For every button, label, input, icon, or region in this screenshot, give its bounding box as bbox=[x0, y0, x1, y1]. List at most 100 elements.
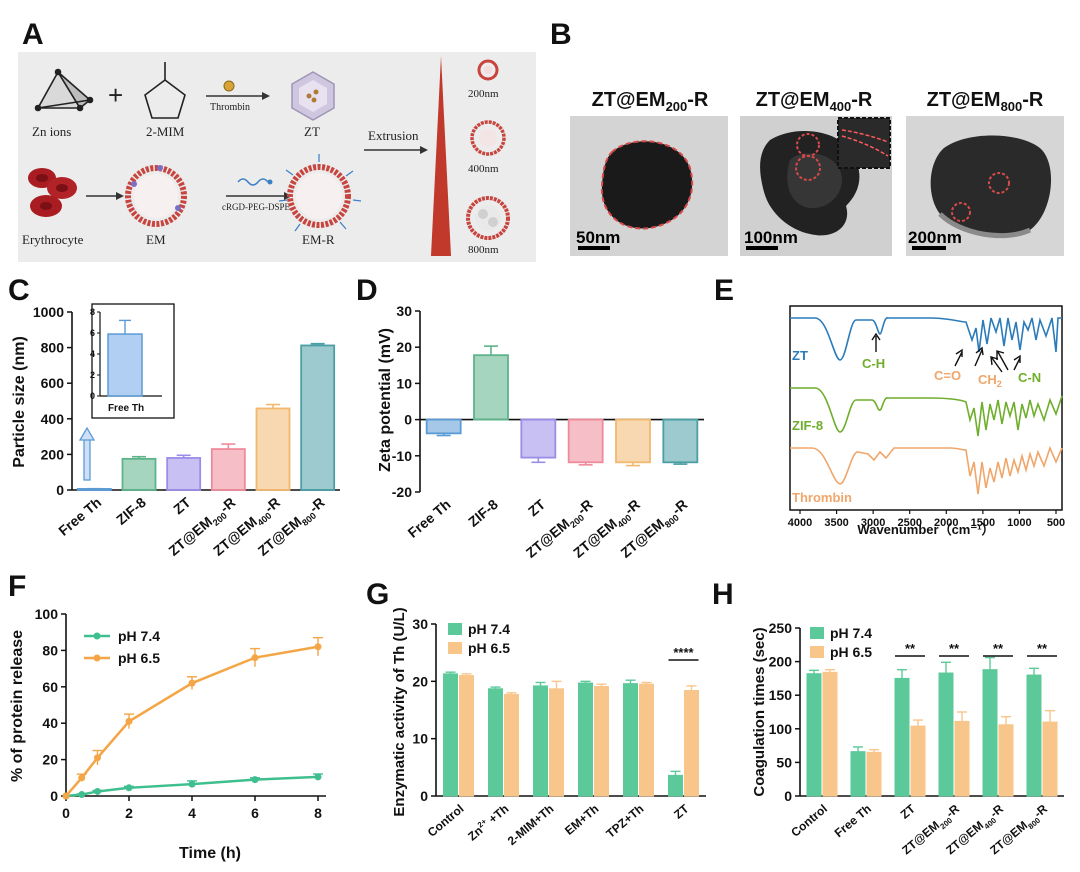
h-legend-label: pH 7.4 bbox=[830, 625, 872, 641]
em-r-label: EM-R bbox=[302, 232, 335, 247]
panel-g-letter: G bbox=[366, 578, 389, 611]
h-bars-bar bbox=[806, 673, 822, 797]
e-x-tick-label: 500 bbox=[1047, 517, 1065, 529]
d-y-tick-label: -10 bbox=[392, 448, 412, 464]
h-axes-x-tick-label: Control bbox=[788, 802, 830, 840]
h-axes-tick-label: 200 bbox=[769, 654, 793, 670]
h-bars-bar bbox=[954, 720, 970, 797]
size-gradient-triangle bbox=[431, 56, 451, 256]
h-axes-x-tick-label: Free Th bbox=[832, 802, 874, 841]
panel-g-legend: pH 7.4 pH 6.5 bbox=[448, 621, 510, 656]
f-x-tick-label: 4 bbox=[188, 805, 196, 821]
f-y-tick-label: 100 bbox=[35, 606, 59, 622]
e-x-tick-label: 1500 bbox=[971, 517, 995, 529]
d-bar bbox=[615, 418, 651, 464]
h-bars-bar bbox=[938, 672, 954, 797]
ftir-x-ticks: 4000 3500 3000 2500 2000 1500 1000 500 bbox=[788, 510, 1065, 529]
size-400-label: 400nm bbox=[468, 163, 499, 175]
g-bars-bar bbox=[684, 690, 699, 797]
peg-ligand-icon bbox=[237, 178, 269, 186]
e-x-tick-label: 1000 bbox=[1007, 517, 1031, 529]
h-bars-bar bbox=[998, 724, 1014, 797]
panel-g: G Enzymatic activity of Th (U/L) 0 10 20 30… bbox=[366, 578, 706, 848]
h-bars-bar bbox=[822, 671, 838, 797]
panel-d-letter: D bbox=[356, 274, 378, 307]
c-bar bbox=[210, 448, 246, 491]
erythrocyte-arrow bbox=[86, 192, 124, 200]
c-bar bbox=[166, 457, 202, 491]
c-y-tick-label: 400 bbox=[41, 411, 65, 427]
c-inset-tick-label: 6 bbox=[90, 328, 95, 338]
c-inset-tick-label: 2 bbox=[90, 370, 95, 380]
d-y-tick-label: 10 bbox=[396, 375, 412, 391]
d-y-tick-label: -20 bbox=[392, 484, 412, 500]
g-legend-label: pH 7.4 bbox=[468, 621, 510, 637]
c-y-tick-label: 0 bbox=[56, 482, 64, 498]
panel-d: D Zeta potential (mV) -20 -10 0 10 20 30 Free … bbox=[356, 274, 704, 561]
peg-head-icon bbox=[267, 179, 273, 185]
f-x-tick-label: 6 bbox=[251, 805, 259, 821]
f-data-point bbox=[78, 774, 86, 782]
tem-image-3 bbox=[906, 116, 1064, 256]
panel-h-letter: H bbox=[712, 578, 734, 611]
c-y-tick-label: 1000 bbox=[33, 304, 64, 320]
h-axes-tick-label: 150 bbox=[769, 687, 793, 703]
g-bars-bar bbox=[488, 688, 503, 797]
panel-a: A Zn ions + 2-MIM Thrombin bbox=[18, 18, 536, 262]
em-vesicle-icon bbox=[125, 165, 187, 227]
size-200-label: 200nm bbox=[468, 88, 499, 100]
h-axes-tick-label: 100 bbox=[769, 721, 793, 737]
g-axes-x-tick-label: TPZ+Th bbox=[603, 802, 646, 841]
g-bars-bar bbox=[668, 774, 683, 797]
c-inset-tick-label: 0 bbox=[90, 391, 95, 401]
e-x-tick-label: 4000 bbox=[788, 517, 812, 529]
g-axes-tick-label: 10 bbox=[412, 731, 428, 747]
panel-h: H Coagulation times (sec) 0 50 100 150 200 25… bbox=[712, 578, 1064, 857]
panel-e-letter: E bbox=[714, 274, 734, 307]
g-bars-bar bbox=[594, 685, 609, 797]
f-data-point bbox=[251, 776, 259, 784]
c-y-tick-label: 800 bbox=[41, 340, 65, 356]
g-axes-x-tick-label: ZT bbox=[671, 801, 692, 822]
d-bar bbox=[473, 354, 509, 421]
c-inset-tick-label: 4 bbox=[90, 349, 95, 359]
tem-image-1 bbox=[570, 116, 728, 256]
f-y-tick-label: 0 bbox=[50, 788, 58, 804]
h-bars-bar bbox=[982, 669, 998, 797]
tem-scale-1: 50nm bbox=[576, 228, 620, 247]
panel-c-letter: C bbox=[8, 274, 30, 307]
f-x-tick-label: 2 bbox=[125, 805, 133, 821]
f-data-point bbox=[62, 792, 70, 800]
panel-b: B ZT@EM200-R ZT@EM400-R ZT@EM800-R 50nm … bbox=[550, 18, 1064, 256]
ftir-zt-label: ZT bbox=[792, 348, 808, 363]
panel-f-lines bbox=[62, 636, 323, 800]
h-bars-significance-label: ** bbox=[949, 641, 960, 656]
f-data-point bbox=[125, 784, 133, 792]
ftir-xlabel: Wavenumber（cm⁻¹） bbox=[857, 522, 994, 537]
f-legend-marker bbox=[93, 632, 101, 640]
panel-f-xlabel: Time (h) bbox=[179, 845, 241, 862]
ftir-thrombin-spectrum bbox=[790, 445, 1063, 495]
c-y-tick-label: 200 bbox=[41, 446, 65, 462]
em-r-vesicle-icon bbox=[278, 154, 362, 232]
ftir-thrombin-label: Thrombin bbox=[792, 490, 852, 505]
g-bars-bar bbox=[639, 683, 654, 797]
h-axes-x-tick-label: ZT bbox=[898, 801, 919, 822]
g-axes-x-tick-label: EM+Th bbox=[562, 802, 601, 838]
g-bars-bar bbox=[623, 683, 638, 797]
tem-scale-2: 100nm bbox=[744, 228, 798, 247]
plus-sign: + bbox=[108, 80, 123, 110]
f-data-point bbox=[94, 787, 101, 795]
mim-pentagon-icon bbox=[144, 62, 186, 119]
tem-scale-3: 200nm bbox=[908, 228, 962, 247]
panel-b-letter: B bbox=[550, 18, 572, 51]
ftir-ch2-annotation: CH2 bbox=[978, 372, 1002, 389]
c-inset-tick-label: 8 bbox=[90, 307, 95, 317]
panel-a-letter: A bbox=[22, 18, 44, 51]
d-x-tick-label: ZIF-8 bbox=[465, 496, 501, 530]
tem-title-3: ZT@EM800-R bbox=[927, 89, 1044, 114]
g-bars-bar bbox=[443, 673, 458, 797]
c-inset-bar bbox=[107, 333, 143, 397]
c-inset-arrow-shaft bbox=[83, 437, 91, 481]
